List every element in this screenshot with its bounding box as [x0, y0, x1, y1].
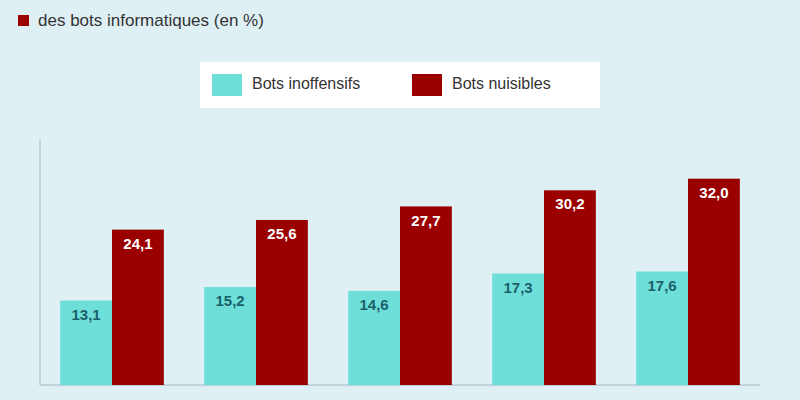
bar [256, 220, 308, 385]
bar [400, 206, 452, 385]
legend-swatch [412, 74, 442, 96]
data-label: 24,1 [123, 235, 152, 252]
background [0, 0, 800, 400]
data-label: 32,0 [699, 184, 728, 201]
bar [688, 179, 740, 385]
data-label: 14,6 [359, 296, 388, 313]
legend: Bots inoffensifs Bots nuisibles [200, 62, 600, 108]
bar [348, 291, 400, 385]
bar [204, 287, 256, 385]
data-label: 13,1 [71, 306, 100, 323]
data-label: 17,6 [647, 277, 676, 294]
title-marker [18, 15, 29, 26]
legend-box [200, 62, 600, 108]
legend-swatch [212, 74, 242, 96]
bar [544, 190, 596, 385]
y-axis-line [40, 140, 41, 385]
bar [492, 273, 544, 385]
data-label: 25,6 [267, 225, 296, 242]
data-label: 30,2 [555, 195, 584, 212]
data-label: 27,7 [411, 212, 440, 229]
chart-svg: des bots informatiques (en %) Bots inoffe… [0, 0, 800, 400]
bars [60, 179, 740, 385]
legend-label: Bots nuisibles [452, 75, 551, 92]
bar [60, 301, 112, 385]
data-label: 15,2 [215, 292, 244, 309]
chart-container: des bots informatiques (en %) Bots inoffe… [0, 0, 800, 400]
data-labels: 13,1 24,1 15,2 25,6 14,6 27,7 17,3 30,2 17,6 32,0 [71, 184, 728, 323]
chart-title: des bots informatiques (en %) [38, 11, 264, 30]
data-label: 17,3 [503, 279, 532, 296]
legend-label: Bots inoffensifs [252, 75, 360, 92]
bar [636, 272, 688, 385]
bar [112, 230, 164, 385]
